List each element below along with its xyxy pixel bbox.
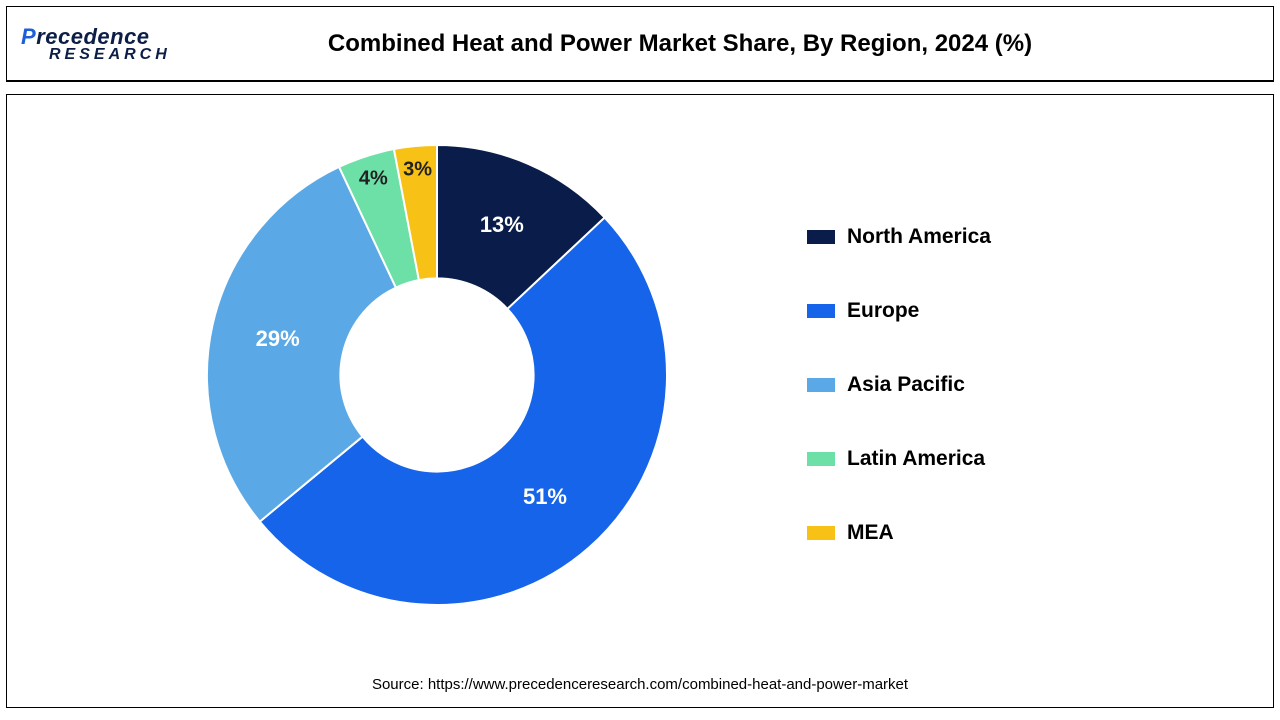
- legend-item: Latin America: [807, 447, 991, 471]
- legend-label: Latin America: [847, 447, 985, 471]
- source-text: Source: https://www.precedenceresearch.c…: [7, 676, 1273, 693]
- legend-swatch: [807, 304, 835, 318]
- legend-swatch: [807, 526, 835, 540]
- donut-holder: 13% 51% 29% 4% 3%: [187, 125, 687, 625]
- legend-item: MEA: [807, 521, 991, 545]
- legend-label: Asia Pacific: [847, 373, 965, 397]
- logo-letter: P: [21, 24, 36, 49]
- legend-label: North America: [847, 225, 991, 249]
- legend-item: North America: [807, 225, 991, 249]
- legend: North America Europe Asia Pacific Latin Ame…: [807, 225, 991, 545]
- chart-container: 13% 51% 29% 4% 3% North America Europe Asia Pa…: [6, 94, 1274, 708]
- legend-swatch: [807, 452, 835, 466]
- segment-pct-label: 4%: [359, 168, 388, 191]
- segment-pct-label: 3%: [403, 158, 432, 181]
- segment-pct-label: 13%: [480, 212, 524, 238]
- brand-logo: Precedence RESEARCH: [21, 17, 221, 71]
- legend-item: Asia Pacific: [807, 373, 991, 397]
- legend-label: MEA: [847, 521, 894, 545]
- donut-chart: [187, 125, 687, 625]
- legend-swatch: [807, 230, 835, 244]
- logo-subtext: RESEARCH: [49, 46, 221, 64]
- chart-title: Combined Heat and Power Market Share, By…: [221, 30, 1259, 58]
- legend-swatch: [807, 378, 835, 392]
- segment-pct-label: 51%: [523, 484, 567, 510]
- segment-pct-label: 29%: [256, 326, 300, 352]
- chart-area: 13% 51% 29% 4% 3% North America Europe Asia Pa…: [7, 95, 1273, 655]
- header: Precedence RESEARCH Combined Heat and Po…: [7, 7, 1273, 81]
- header-container: Precedence RESEARCH Combined Heat and Po…: [6, 6, 1274, 82]
- legend-label: Europe: [847, 299, 919, 323]
- legend-item: Europe: [807, 299, 991, 323]
